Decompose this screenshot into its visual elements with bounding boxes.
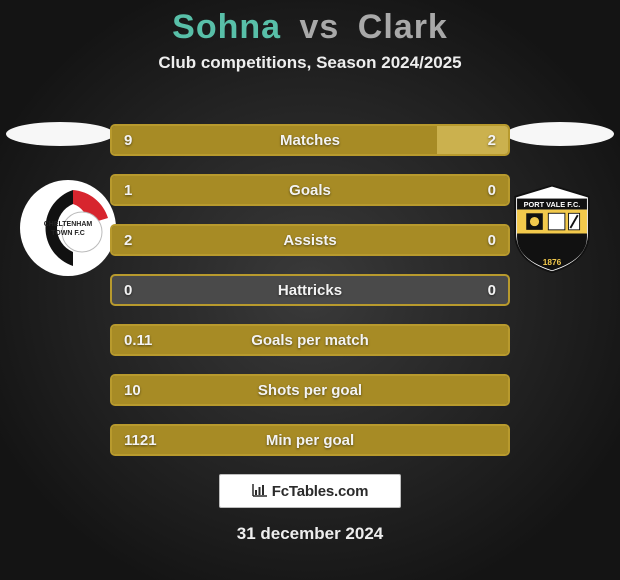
vs-label: vs xyxy=(300,8,340,46)
stat-label: Goals xyxy=(112,176,508,204)
subtitle: Club competitions, Season 2024/2025 xyxy=(0,53,620,73)
page-root: Sohna vs Clark Club competitions, Season… xyxy=(0,0,620,580)
stat-bar: 00Hattricks xyxy=(110,274,510,306)
stat-bar: 10Shots per goal xyxy=(110,374,510,406)
stat-label: Assists xyxy=(112,226,508,254)
stat-bar: 1121Min per goal xyxy=(110,424,510,456)
stat-label: Goals per match xyxy=(112,326,508,354)
stat-bar: 92Matches xyxy=(110,124,510,156)
stat-bar: 20Assists xyxy=(110,224,510,256)
stat-label: Min per goal xyxy=(112,426,508,454)
player1-name: Sohna xyxy=(172,8,281,46)
page-title: Sohna vs Clark xyxy=(0,0,620,47)
svg-text:1876: 1876 xyxy=(543,258,562,267)
date-label: 31 december 2024 xyxy=(0,524,620,544)
oval-left xyxy=(6,122,114,146)
stat-label: Matches xyxy=(112,126,508,154)
brand-label: FcTables.com xyxy=(272,483,369,500)
stat-bar: 0.11Goals per match xyxy=(110,324,510,356)
svg-text:TOWN F.C: TOWN F.C xyxy=(51,230,85,237)
svg-text:CHELTENHAM: CHELTENHAM xyxy=(44,221,93,228)
crest-left: CHELTENHAM TOWN F.C xyxy=(18,178,118,278)
oval-right xyxy=(506,122,614,146)
stat-label: Hattricks xyxy=(112,276,508,304)
player2-name: Clark xyxy=(358,8,448,46)
content: CHELTENHAM TOWN F.C PORT VALE F.C. xyxy=(0,110,620,544)
bar-chart-icon xyxy=(252,483,268,500)
stat-label: Shots per goal xyxy=(112,376,508,404)
cheltenham-crest-icon: CHELTENHAM TOWN F.C xyxy=(18,178,118,278)
comparison-bars: 92Matches 10Goals 20Assists 00Hattricks 0.11… xyxy=(110,110,510,456)
brand-box[interactable]: FcTables.com xyxy=(219,474,401,508)
svg-text:PORT VALE F.C.: PORT VALE F.C. xyxy=(524,200,581,209)
stat-bar: 10Goals xyxy=(110,174,510,206)
crest-right: PORT VALE F.C. 1876 xyxy=(502,178,602,278)
portvale-crest-icon: PORT VALE F.C. 1876 xyxy=(506,182,598,274)
